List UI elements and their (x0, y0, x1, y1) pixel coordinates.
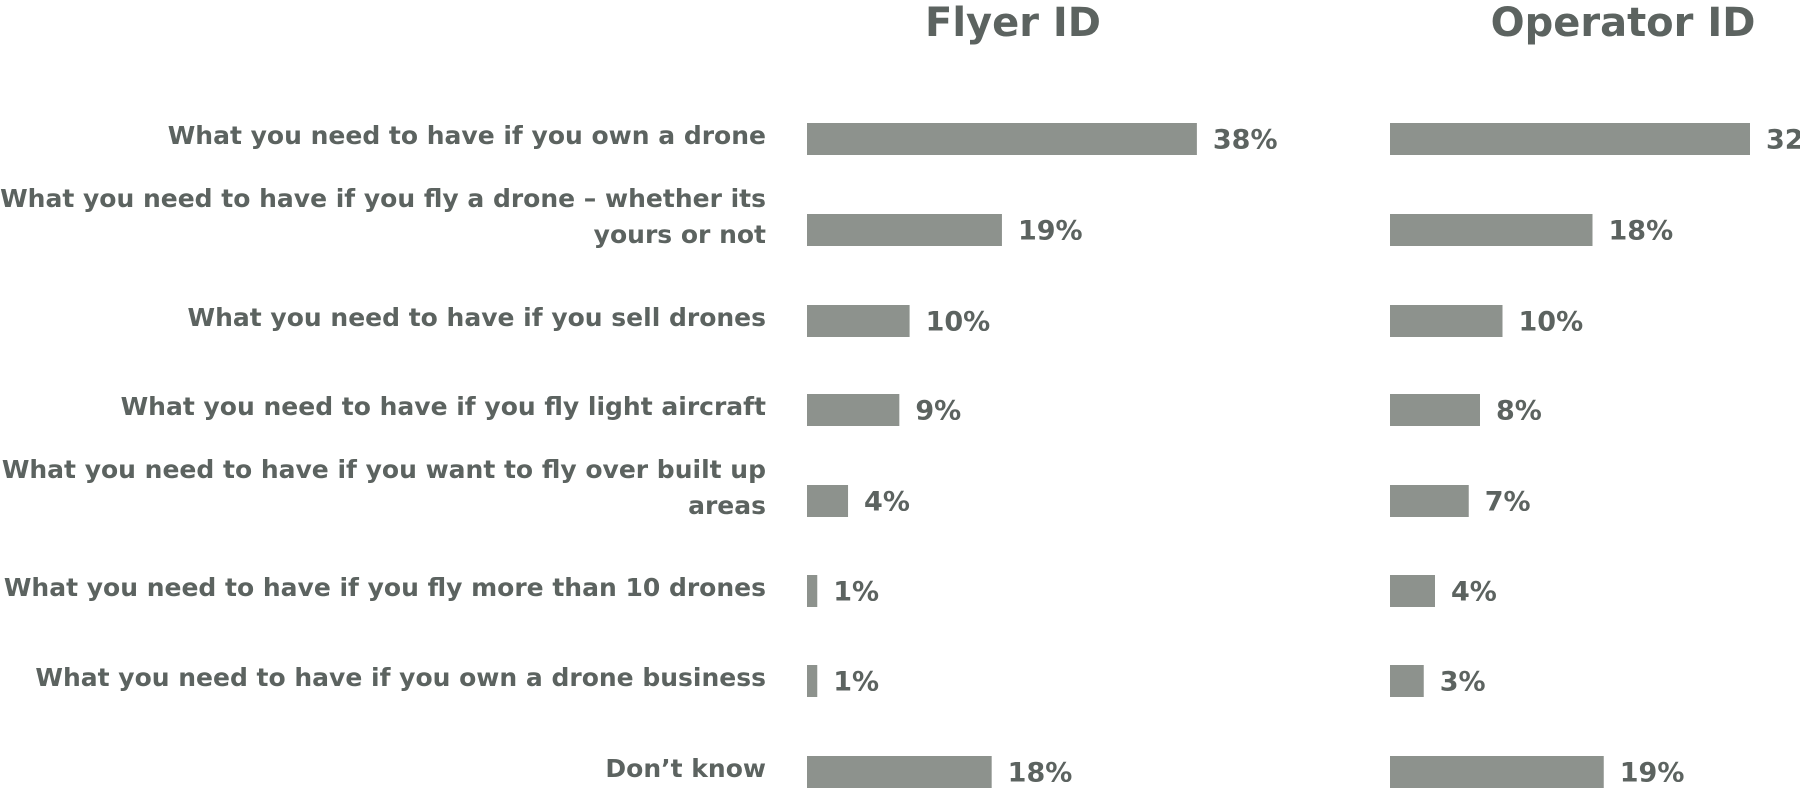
bar (807, 756, 992, 788)
panel-title: Operator ID (1491, 0, 1756, 46)
category-label: What you need to have if you sell drones (188, 303, 766, 332)
data-label: 1% (833, 667, 879, 698)
bar (807, 665, 818, 697)
category-label: What you need to have if you own a drone… (35, 663, 766, 692)
bar (807, 305, 910, 337)
category-label: Don’t know (605, 754, 766, 783)
data-label: 18% (1008, 758, 1073, 789)
category-label: areas (688, 491, 766, 520)
data-label: 3% (1440, 667, 1486, 698)
bar (807, 575, 818, 607)
bar (807, 123, 1197, 155)
bar (1390, 123, 1750, 155)
category-label: What you need to have if you fly a drone… (0, 184, 766, 213)
bar (1390, 756, 1604, 788)
data-label: 32% (1766, 125, 1800, 156)
bar (1390, 485, 1469, 517)
data-label: 4% (1451, 577, 1497, 608)
bar (807, 394, 900, 426)
data-label: 4% (864, 487, 910, 518)
bar (1390, 665, 1424, 697)
data-label: 19% (1620, 758, 1685, 789)
panel-title: Flyer ID (925, 0, 1101, 46)
category-label: What you need to have if you want to fly… (2, 455, 766, 484)
bar (1390, 305, 1503, 337)
bar (1390, 394, 1480, 426)
data-label: 9% (915, 396, 961, 427)
data-label: 38% (1213, 125, 1278, 156)
bar (807, 485, 849, 517)
bar (807, 214, 1002, 246)
data-label: 18% (1609, 216, 1674, 247)
data-label: 10% (926, 307, 991, 338)
data-label: 1% (833, 577, 879, 608)
data-label: 7% (1485, 487, 1531, 518)
category-label: yours or not (594, 220, 766, 249)
data-label: 8% (1496, 396, 1542, 427)
bar (1390, 575, 1435, 607)
category-label: What you need to have if you fly more th… (4, 573, 766, 602)
bar (1390, 214, 1593, 246)
category-label: What you need to have if you fly light a… (121, 392, 766, 421)
category-label: What you need to have if you own a drone (168, 121, 766, 150)
data-label: 10% (1519, 307, 1584, 338)
data-label: 19% (1018, 216, 1083, 247)
